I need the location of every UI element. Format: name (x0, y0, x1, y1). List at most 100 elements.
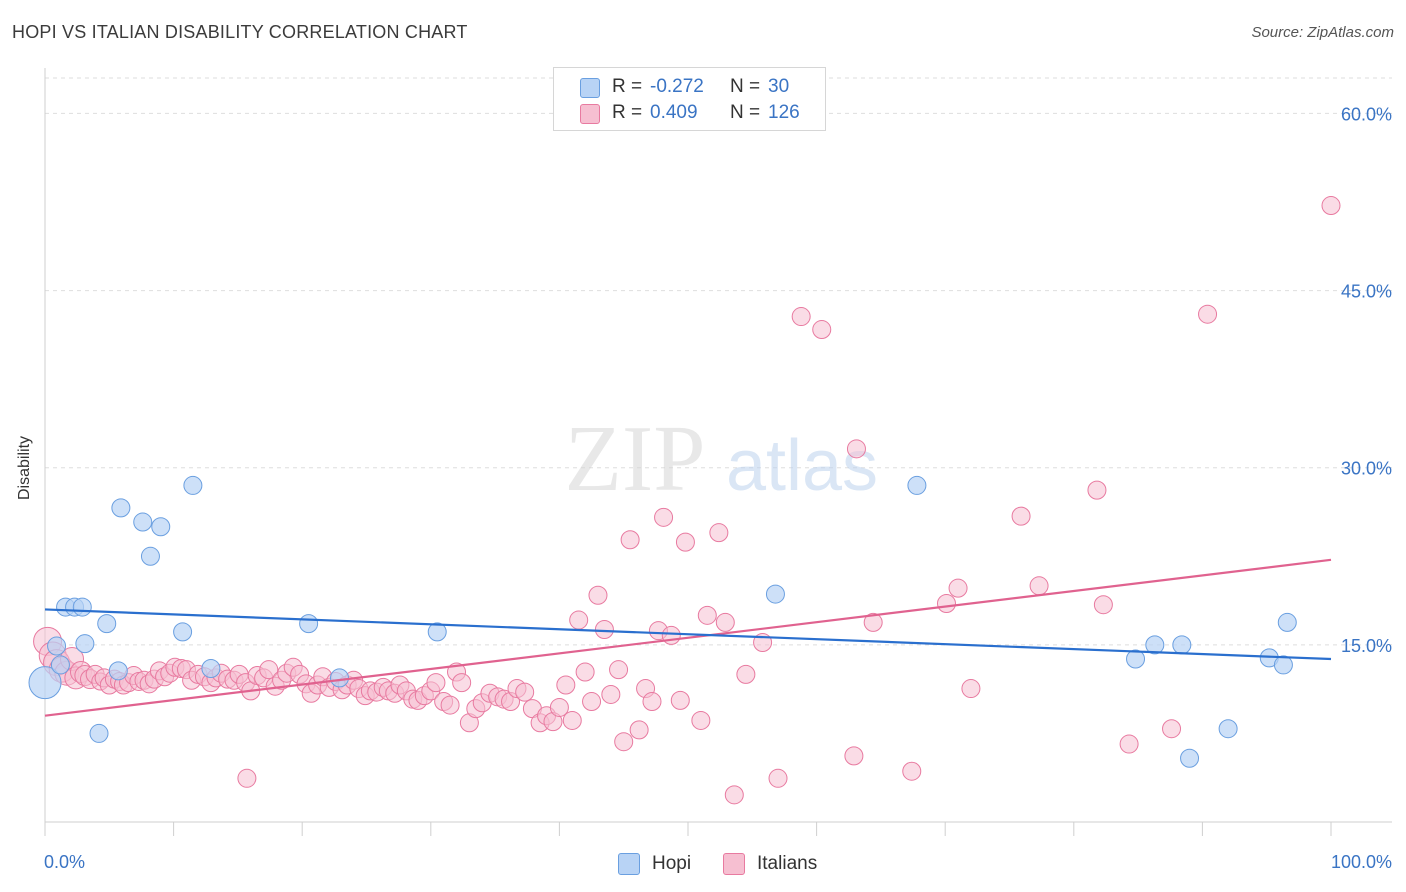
hopi-point (108, 661, 128, 681)
hopi-point (133, 512, 153, 532)
hopi-point (1126, 649, 1146, 669)
hopi-point (1180, 748, 1200, 768)
italians-point (629, 720, 649, 740)
n-value: 126 (768, 102, 800, 123)
italians-point (791, 307, 811, 327)
italians-point (594, 620, 614, 640)
trend-lines (44, 558, 1332, 717)
tick-labels: 15.0% 30.0% 45.0% 60.0% 0.0% 100.0% (44, 104, 1392, 872)
legend-label-hopi: Hopi (652, 853, 692, 874)
n-label: N = (730, 102, 761, 123)
italians-point (556, 675, 576, 695)
hopi-point (151, 517, 171, 537)
r-value: -0.272 (650, 76, 704, 97)
italians-point (614, 732, 634, 752)
r-value: 0.409 (650, 102, 698, 123)
italians-point (575, 662, 595, 682)
watermark-atlas: atlas (726, 426, 878, 506)
gridlines (45, 77, 1392, 646)
italians-swatch (723, 853, 745, 875)
italians-point (1119, 734, 1139, 754)
italians-point (452, 673, 472, 693)
hopi-point (111, 498, 131, 518)
n-label: N = (730, 76, 761, 97)
italians-point (661, 625, 681, 645)
italians-point (768, 768, 788, 788)
watermark: ZIP atlas (565, 407, 879, 511)
italians-trend-line (44, 558, 1332, 717)
italians-point (1198, 304, 1218, 324)
italians-point (1029, 576, 1049, 596)
italians-point (549, 697, 569, 717)
italians-point (654, 507, 674, 527)
italians-point (724, 785, 744, 805)
italians-point (846, 439, 866, 459)
italians-point (1321, 196, 1341, 216)
italians-point (691, 710, 711, 730)
hopi-point (97, 614, 117, 634)
axes (44, 68, 1392, 836)
hopi-point (329, 668, 349, 688)
italians-point (440, 695, 460, 715)
italians-point (936, 594, 956, 614)
italians-point (1162, 719, 1182, 739)
hopi-swatch (618, 853, 640, 875)
n-value: 30 (768, 76, 790, 97)
italians-point (237, 768, 257, 788)
hopi-point (1145, 635, 1165, 655)
watermark-zip: ZIP (565, 407, 706, 511)
source-label: Source: ZipAtlas.com (1251, 24, 1394, 41)
hopi-point (140, 546, 160, 566)
italians-point (902, 761, 922, 781)
hopi-point (1218, 719, 1238, 739)
italians-swatch (580, 104, 600, 124)
hopi-point (28, 666, 62, 700)
hopi-point (907, 475, 927, 495)
italians-point (1087, 480, 1107, 500)
r-label: R = (612, 76, 643, 97)
italians-point (844, 746, 864, 766)
hopi-point (299, 614, 319, 634)
hopi-point (427, 622, 447, 642)
hopi-point (1172, 635, 1192, 655)
hopi-point (1277, 612, 1297, 632)
chart-title: HOPI VS ITALIAN DISABILITY CORRELATION C… (12, 22, 468, 42)
hopi-point (89, 723, 109, 743)
italians-point (961, 679, 981, 699)
hopi-point (183, 475, 203, 495)
italians-point (609, 660, 629, 680)
italians-point (426, 673, 446, 693)
hopi-point (1273, 655, 1293, 675)
x-tick-label-max: 100.0% (1331, 852, 1392, 872)
correlation-legend: R = -0.272 N = 30 R = 0.409 N = 126 (553, 67, 826, 131)
hopi-point (72, 597, 92, 617)
italians-point (601, 684, 621, 704)
italians-point (1093, 595, 1113, 615)
italians-point (697, 605, 717, 625)
hopi-swatch (580, 78, 600, 98)
hopi-point (201, 658, 221, 678)
italians-point (569, 610, 589, 630)
legend-label-italians: Italians (757, 853, 818, 874)
hopi-point (75, 634, 95, 654)
y-tick-label: 30.0% (1341, 459, 1392, 479)
italians-point (620, 530, 640, 550)
italians-point (562, 710, 582, 730)
hopi-point (765, 584, 785, 604)
italians-point (670, 690, 690, 710)
hopi-point (47, 636, 67, 656)
italians-point (588, 585, 608, 605)
italians-point (709, 523, 729, 543)
y-tick-label: 15.0% (1341, 636, 1392, 656)
hopi-point (50, 655, 70, 675)
italians-point (948, 578, 968, 598)
italians-point (736, 664, 756, 684)
y-tick-label: 45.0% (1341, 282, 1392, 302)
x-tick-label-min: 0.0% (44, 852, 85, 872)
italians-point (863, 612, 883, 632)
hopi-point (173, 622, 193, 642)
r-label: R = (612, 102, 643, 123)
italians-point (812, 320, 832, 340)
italians-point (642, 692, 662, 712)
